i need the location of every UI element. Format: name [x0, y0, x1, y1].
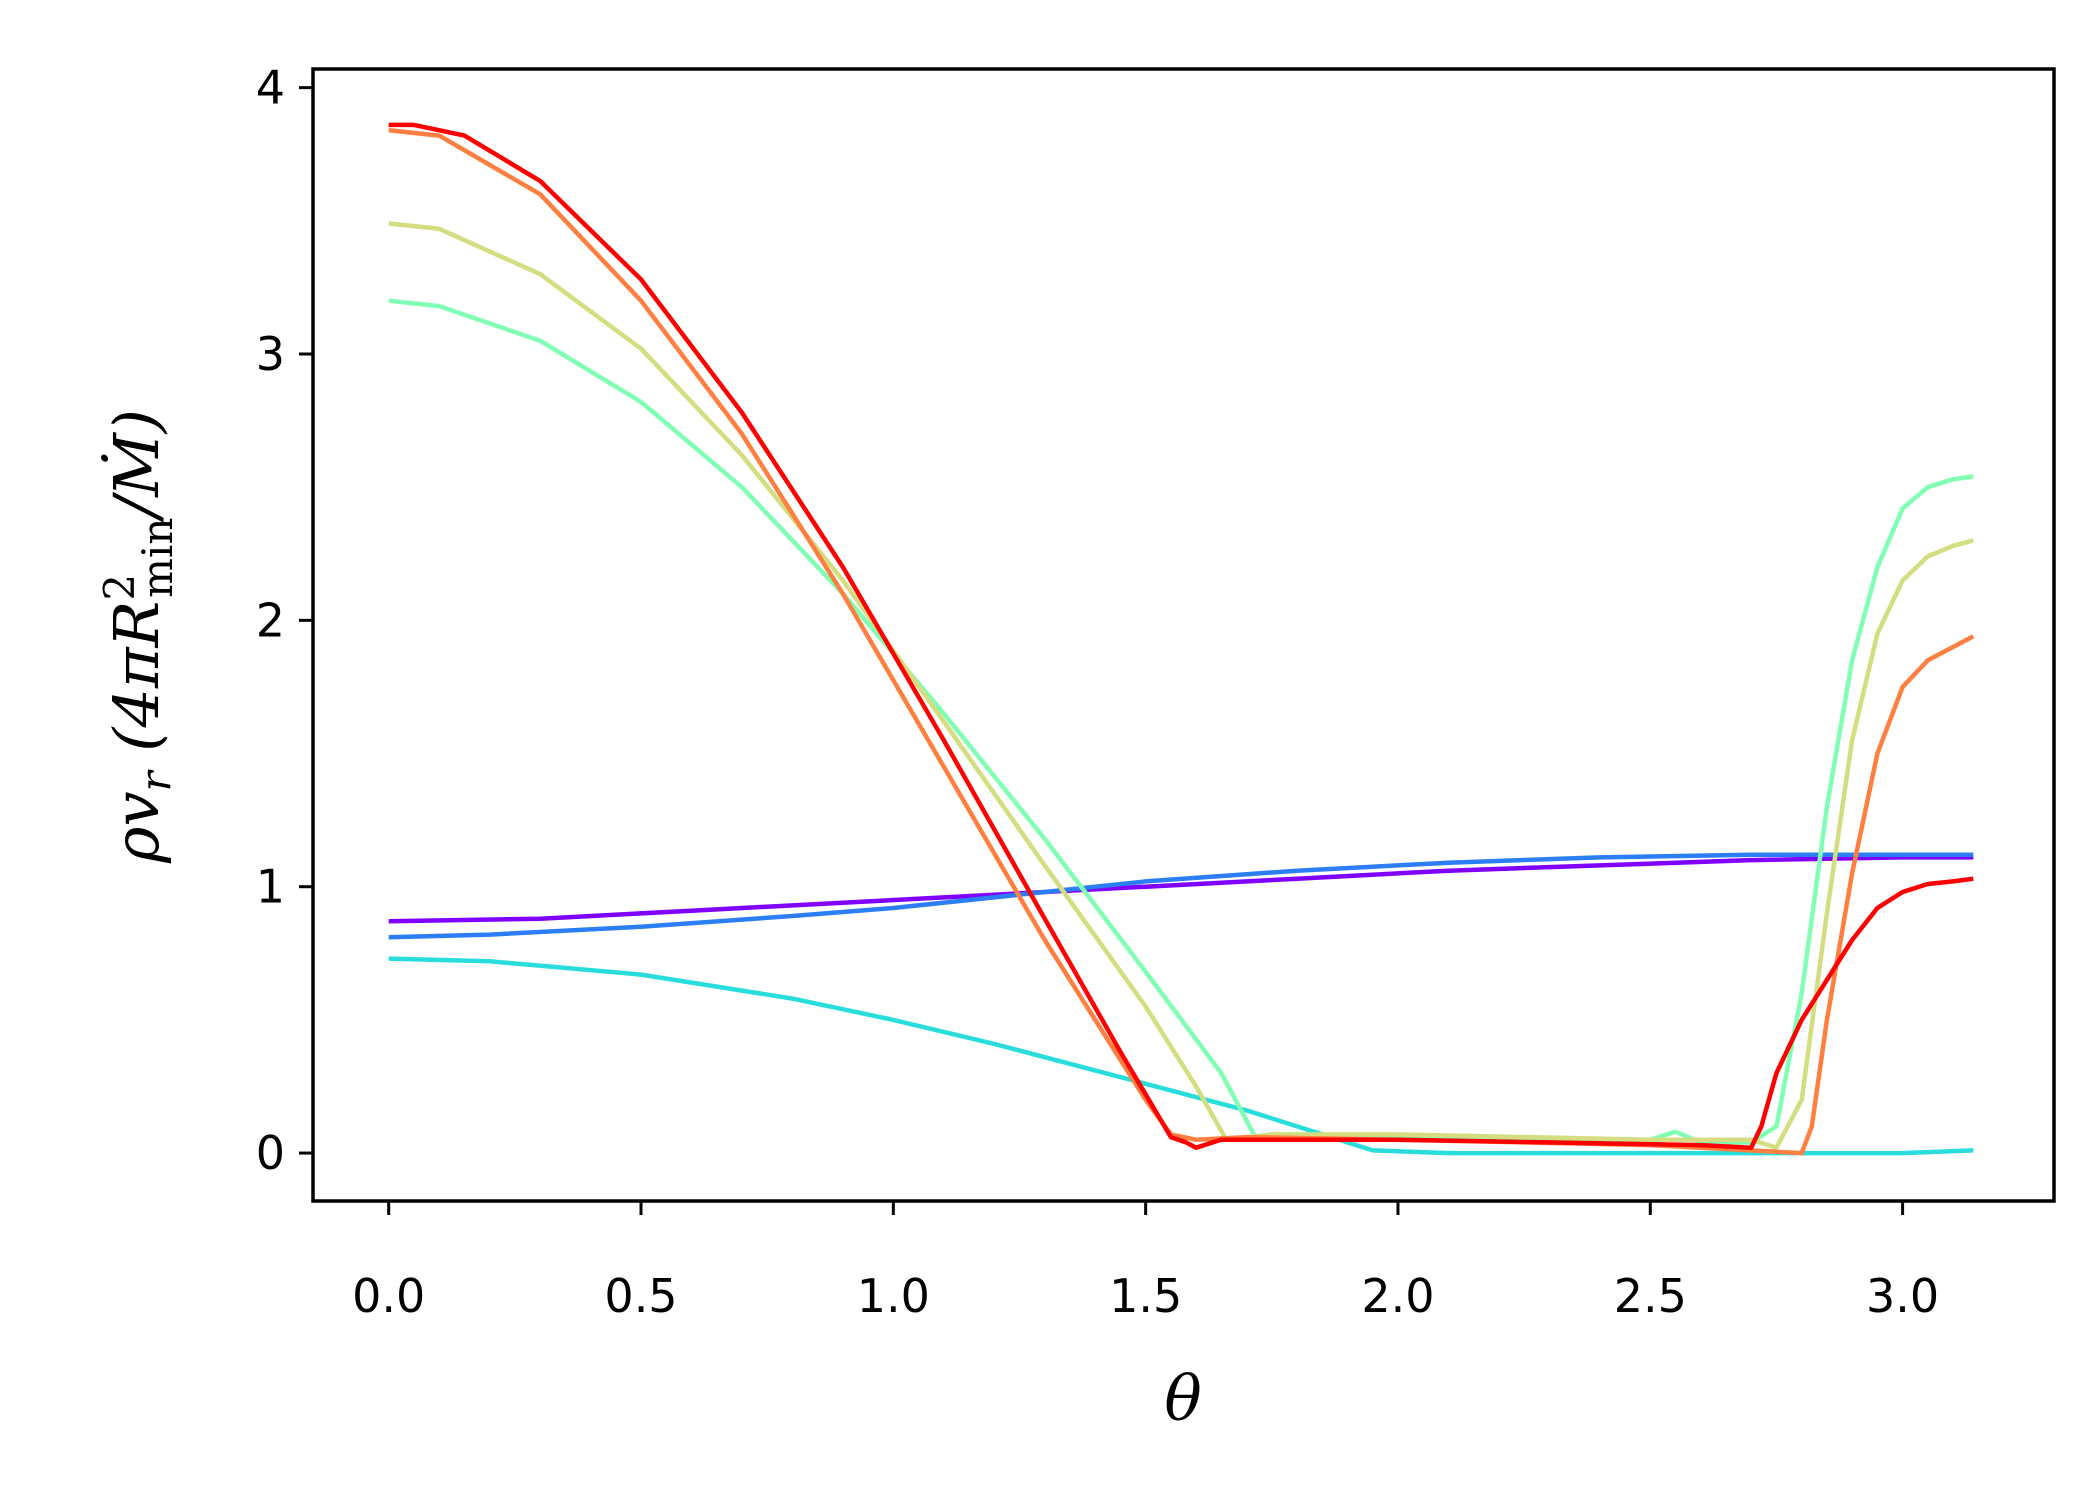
y-tick-label: 4 [256, 61, 285, 115]
series-line-7 [388, 122, 1974, 1150]
x-tick-label: 0.0 [352, 1269, 425, 1323]
x-axis-label: θ [1164, 1362, 1201, 1435]
x-tick-label: 1.0 [857, 1269, 930, 1323]
y-tick-label: 1 [256, 860, 285, 914]
x-axis: 0.0 0.5 1.0 1.5 2.0 2.5 3.0 [352, 1201, 1939, 1323]
x-tick-label: 2.0 [1361, 1269, 1434, 1323]
x-tick-label: 1.5 [1109, 1269, 1182, 1323]
series-line-6 [388, 128, 1975, 1156]
y-label-sup: 2 [95, 574, 144, 601]
x-tick-label: 0.5 [604, 1269, 677, 1323]
series-line-4 [388, 298, 1974, 1145]
y-tick-label: 3 [256, 327, 285, 381]
y-tick-label: 0 [256, 1126, 285, 1180]
x-tick-label: 2.5 [1614, 1269, 1687, 1323]
y-tick-label: 2 [256, 593, 285, 647]
series-line-3 [388, 956, 1974, 1156]
y-label-open: (4πR [100, 601, 173, 772]
plot-frame [311, 67, 2056, 1203]
y-label-rho: ρv [100, 791, 173, 863]
y-axis: 0 1 2 3 4 [256, 61, 313, 1180]
series-line-1 [388, 855, 1974, 924]
series-group [388, 122, 1975, 1156]
y-axis-label: ρvr (4πR2min/Ṁ) [95, 409, 182, 864]
series-line-5 [388, 221, 1974, 1150]
y-label-sub-min: min [133, 518, 182, 598]
y-label-mdot: /Ṁ) [100, 409, 173, 523]
series-line-2 [388, 852, 1974, 940]
x-tick-label: 3.0 [1866, 1269, 1939, 1323]
y-label-sub-r: r [131, 768, 180, 791]
